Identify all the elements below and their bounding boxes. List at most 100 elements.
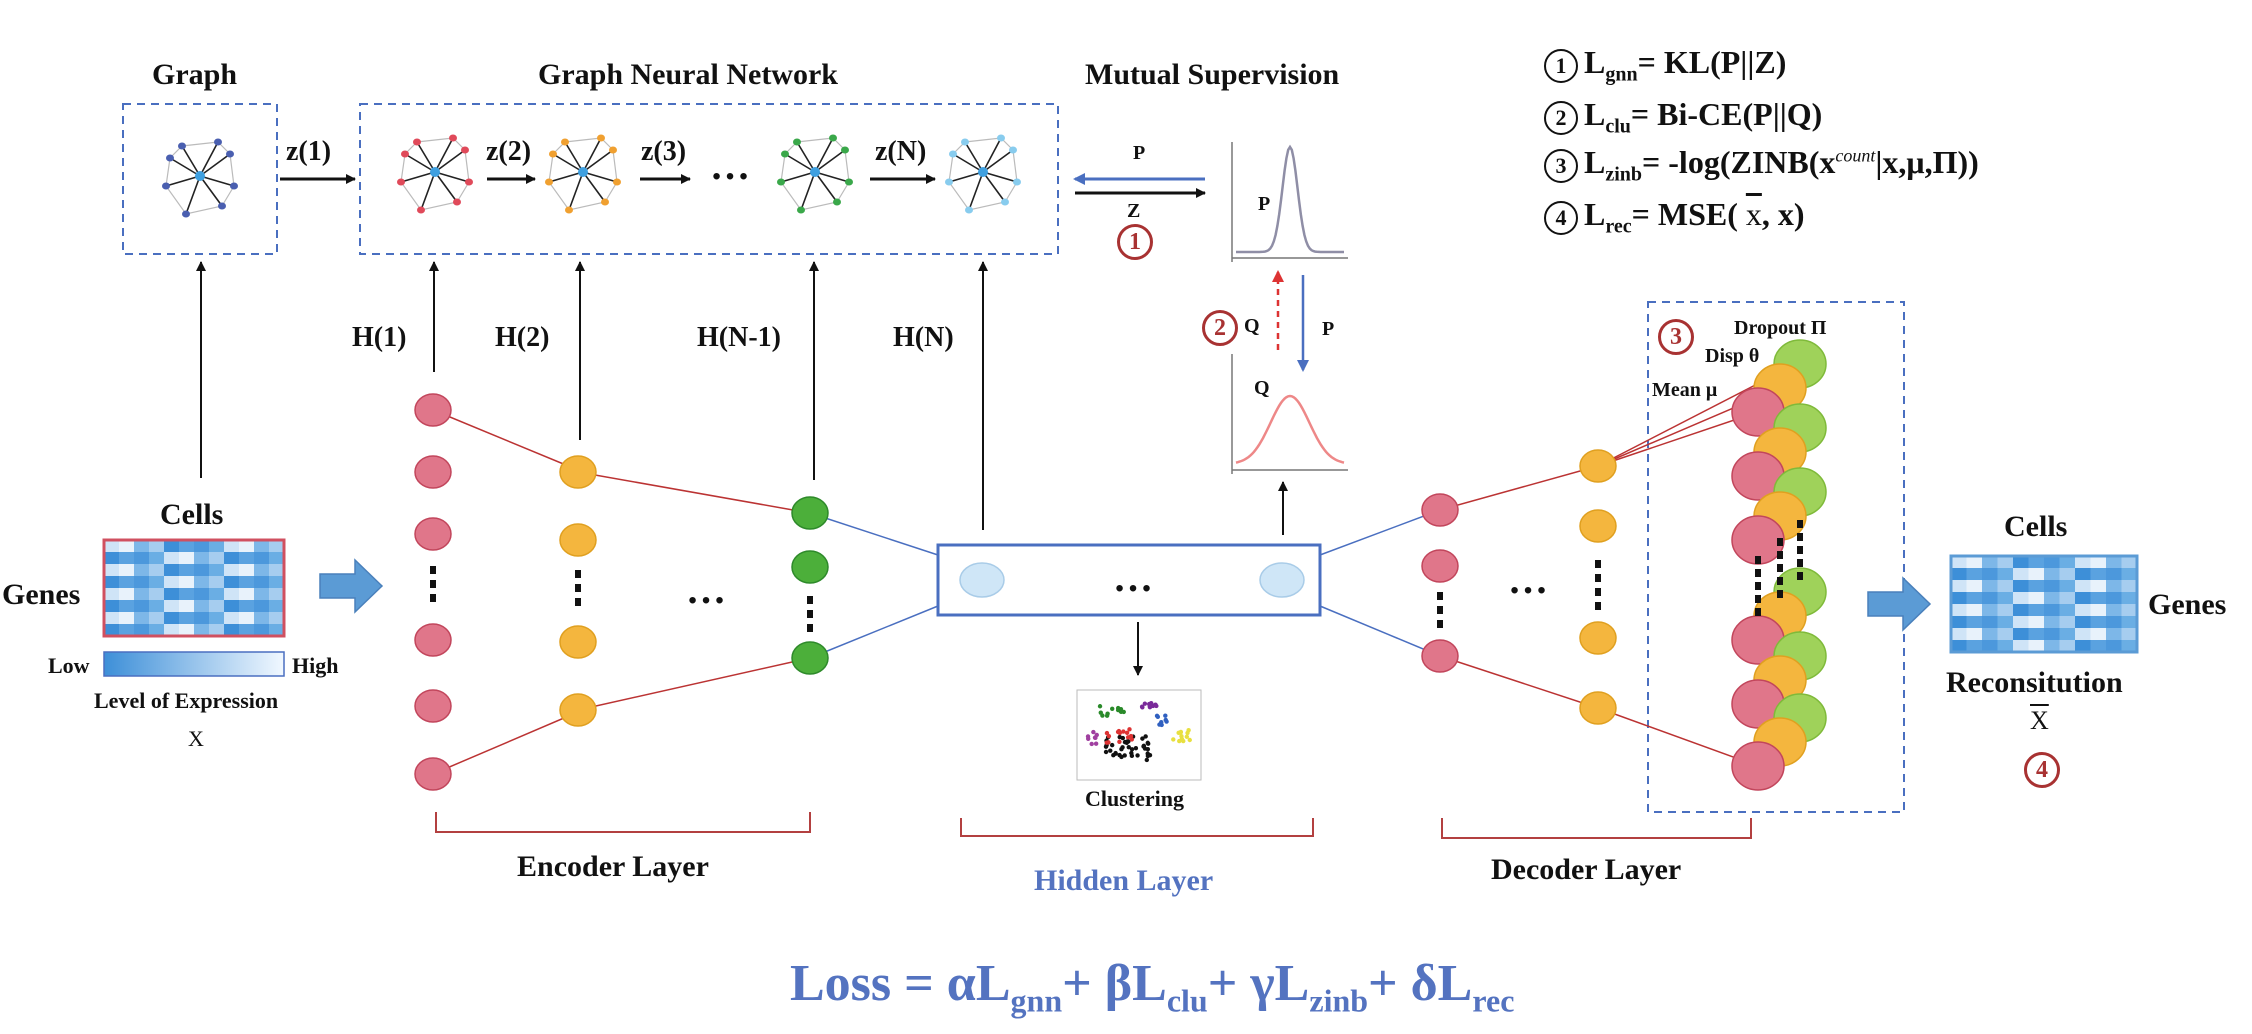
- encoder-h1-node-4: [559, 693, 597, 727]
- dropout-label: Dropout Π: [1734, 317, 1827, 339]
- scatter-cluster-6: [1085, 729, 1099, 747]
- encoder-hn1-node-3: [791, 641, 829, 675]
- encoder-input-dots: [430, 566, 436, 602]
- output-xbar-label: X: [2030, 706, 2049, 735]
- z2-label: z(2): [486, 136, 532, 167]
- gnn-title: Graph Neural Network: [538, 58, 838, 91]
- p-curve-plot: [1231, 142, 1348, 262]
- q-arrow-label: Q: [1244, 315, 1260, 337]
- hidden-bracket: [960, 818, 1314, 837]
- decoder-h2-node-3: [1579, 621, 1617, 655]
- total-loss: Loss = αLgnn+ βLclu+ γLzinb+ δLrec: [790, 955, 1515, 1019]
- encoder-input-node-5: [414, 689, 452, 723]
- decoder-h2-dots: [1595, 560, 1601, 610]
- marker-2: 2: [1202, 310, 1238, 346]
- graph-glyph-n1: [777, 134, 853, 214]
- output-arrow: [1867, 576, 1932, 632]
- encoder-input-node-6: [414, 757, 452, 791]
- zinb-dots-2: [1777, 538, 1783, 598]
- z1-label: z(1): [286, 136, 332, 167]
- formula-gnn: 1 Lgnn= KL(P||Z): [1544, 46, 1786, 84]
- zinb-dots-3: [1797, 520, 1803, 580]
- encoder-bracket: [435, 812, 811, 833]
- z3-label: z(3): [641, 136, 687, 167]
- reconstitution-label: Reconsitution: [1946, 666, 2123, 699]
- zinb-box: [1647, 301, 1905, 813]
- p-down-label: P: [1322, 318, 1335, 340]
- decoder-h2-node-4: [1579, 691, 1617, 725]
- legend-high: High: [292, 653, 339, 678]
- hidden-ellipsis: …: [1113, 555, 1153, 600]
- scatter-cluster-2: [1104, 727, 1135, 745]
- marker-4: 4: [2024, 752, 2060, 788]
- scatter-cluster-4: [1139, 700, 1159, 710]
- encoder-input-node-3: [414, 517, 452, 551]
- p-curve-label: P: [1258, 193, 1271, 215]
- graph-glyph-n: [945, 134, 1021, 214]
- encoder-hn1-dots: [807, 596, 813, 632]
- formula-clu: 2 Lclu= Bi-CE(P||Q): [1544, 98, 1822, 136]
- scatter-cluster-3: [1097, 704, 1126, 718]
- graph-box: [122, 103, 278, 255]
- expression-gradient: [103, 651, 285, 677]
- marker-3: 3: [1658, 319, 1694, 355]
- input-heatmap: [102, 538, 286, 638]
- scatter-cluster-5: [1171, 728, 1192, 744]
- gnn-ellipsis: …: [710, 143, 750, 188]
- h2-label: H(2): [495, 322, 550, 353]
- encoder-hn1-node-2: [791, 550, 829, 584]
- encoder-hn1-node-1: [791, 496, 829, 530]
- marker-1: 1: [1117, 224, 1153, 260]
- formula-num-4: 4: [1544, 200, 1578, 235]
- formula-zinb: 3 Lzinb= -log(ZINB(xcount|x,μ,Π)): [1544, 146, 1979, 184]
- decoder-h2-node-1: [1579, 449, 1617, 483]
- clustering-label: Clustering: [1085, 786, 1184, 811]
- zinb-dots-1: [1755, 556, 1761, 616]
- decoder-h1-node-1: [1421, 493, 1459, 527]
- output-cells-label: Cells: [2004, 510, 2068, 543]
- gnn-box: [359, 103, 1059, 255]
- q-curve-plot: [1231, 354, 1348, 474]
- hn-label: H(N): [893, 322, 954, 353]
- mutual-supervision-title: Mutual Supervision: [1085, 58, 1340, 91]
- input-x-label: X: [188, 726, 204, 751]
- scatter-cluster-1: [1103, 734, 1153, 763]
- formula-num-3: 3: [1544, 148, 1578, 183]
- q-curve-label: Q: [1254, 377, 1270, 399]
- encoder-h1-dots: [575, 570, 581, 606]
- graph-glyph-2: [545, 134, 621, 214]
- legend-low: Low: [48, 653, 90, 678]
- legend-level: Level of Expression: [94, 688, 279, 713]
- output-heatmap: [1949, 554, 2139, 654]
- graph-glyph-1: [397, 134, 473, 214]
- zinb-mean-node-6: [1731, 741, 1785, 791]
- encoder-h1-node-2: [559, 523, 597, 557]
- z-arrow-label: Z: [1127, 200, 1141, 222]
- scatter-cluster-7: [1154, 713, 1169, 728]
- p-arrow-label: P: [1133, 142, 1146, 164]
- input-cells-label: Cells: [160, 498, 224, 531]
- encoder-input-node-4: [414, 623, 452, 657]
- formula-num-1: 1: [1544, 48, 1578, 83]
- encoder-input-node-1: [414, 393, 452, 427]
- decoder-bracket: [1441, 818, 1752, 839]
- hidden-node-n: [1259, 562, 1305, 598]
- encoder-h1-node-1: [559, 455, 597, 489]
- hidden-layer-label: Hidden Layer: [1034, 864, 1214, 897]
- clustering-scatter: [1076, 689, 1202, 781]
- formula-num-2: 2: [1544, 100, 1578, 135]
- graph-title: Graph: [152, 58, 238, 91]
- input-genes-label: Genes: [2, 578, 81, 611]
- decoder-h1-node-3: [1421, 639, 1459, 673]
- output-genes-label: Genes: [2148, 588, 2227, 621]
- encoder-layer-label: Encoder Layer: [517, 850, 709, 883]
- decoder-h1-dots: [1437, 592, 1443, 628]
- encoder-ellipsis: …: [686, 567, 726, 612]
- mean-label: Mean μ: [1652, 379, 1718, 401]
- network-edges: [432, 361, 1801, 775]
- h1-label: H(1): [352, 322, 407, 353]
- decoder-ellipsis: …: [1508, 557, 1548, 602]
- decoder-h2-node-2: [1579, 509, 1617, 543]
